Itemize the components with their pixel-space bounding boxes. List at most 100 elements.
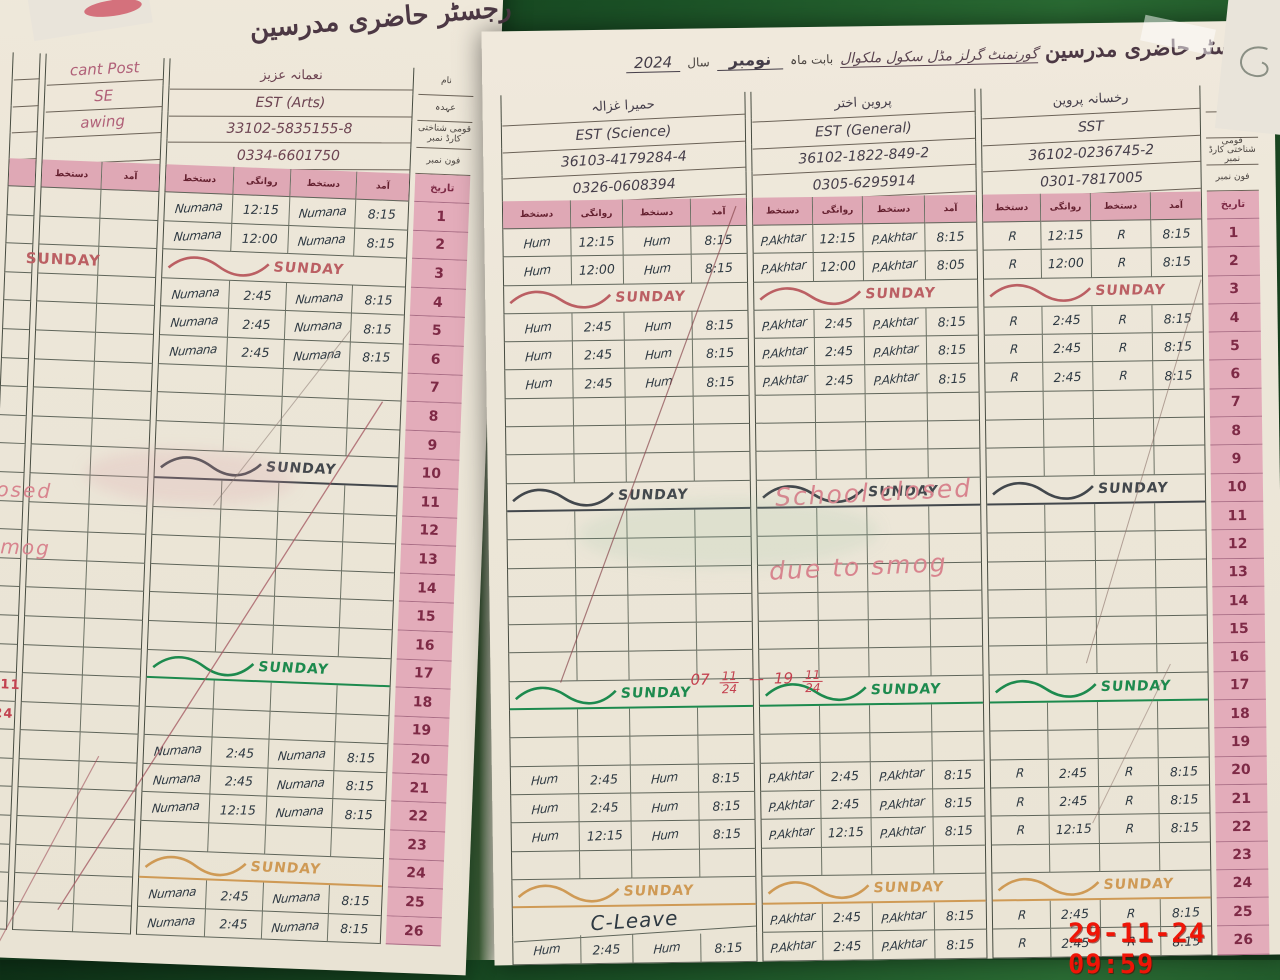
block xyxy=(33,330,154,364)
block xyxy=(0,729,15,759)
empty-cell xyxy=(577,708,631,738)
block xyxy=(14,844,135,878)
empty-cell xyxy=(1153,389,1204,419)
signature: Hum xyxy=(651,826,679,844)
cell: 2:45 xyxy=(210,766,269,798)
date-cell: 14 xyxy=(398,573,455,604)
date-cell: 1 xyxy=(1207,218,1260,248)
date-cell: 15 xyxy=(397,601,454,633)
empty-cell xyxy=(1155,530,1206,560)
wavy-line xyxy=(144,855,247,877)
block: P.Akhtar 2:45 P.Akhtar 8:15 xyxy=(753,335,980,368)
empty-cell xyxy=(208,823,267,855)
empty-cell xyxy=(866,421,929,451)
time-value: 2:45 xyxy=(1053,340,1082,357)
header-cell xyxy=(9,131,37,160)
block xyxy=(760,845,987,877)
cell: R xyxy=(991,815,1050,846)
empty-cell xyxy=(989,646,1048,676)
sunday-marker: SUNDAY xyxy=(984,276,1203,308)
cell: 2:45 xyxy=(573,369,626,399)
block: SUNDAY xyxy=(755,477,982,509)
cell: 12:15 xyxy=(1049,815,1100,845)
field-label: قومی شناختی کارڈ نمبر xyxy=(1206,136,1259,165)
block xyxy=(988,643,1209,676)
date-cell: 1 xyxy=(413,201,470,233)
time-value: 8:15 xyxy=(340,921,369,937)
empty-cell xyxy=(867,562,931,593)
signature: Hum xyxy=(645,373,673,391)
empty-cell xyxy=(0,529,22,559)
block xyxy=(38,216,159,250)
date-cell: 5 xyxy=(1208,331,1262,361)
empty-cell xyxy=(1096,588,1157,618)
signature: P.Akhtar xyxy=(769,908,816,928)
cell: 2:45 xyxy=(814,337,866,367)
block xyxy=(22,616,143,650)
date-cell: 17 xyxy=(395,659,452,690)
empty-cell xyxy=(817,507,868,537)
empty-cell xyxy=(928,420,980,450)
empty-cell xyxy=(94,332,153,364)
cell: 8:15 xyxy=(334,742,388,774)
month-label: بابت ماہ xyxy=(789,52,834,68)
time-value: 8:15 xyxy=(944,766,973,783)
header-cell xyxy=(10,105,38,133)
empty-cell xyxy=(81,675,140,707)
cell: Hum xyxy=(503,228,572,258)
column-header-cell: دستخط xyxy=(752,196,814,226)
cell: 8:15 xyxy=(933,816,985,846)
date-cell: 7 xyxy=(406,373,463,404)
empty-cell xyxy=(157,363,227,395)
empty-cell xyxy=(868,591,931,621)
empty-cell xyxy=(0,557,21,588)
cell: R xyxy=(985,363,1044,393)
empty-cell xyxy=(869,647,932,677)
signature: R xyxy=(1015,765,1024,781)
date-cell: 20 xyxy=(392,744,449,776)
empty-cell xyxy=(1156,615,1208,645)
date-cell: 22 xyxy=(390,801,447,833)
signature: R xyxy=(1017,907,1026,923)
column-header-cell: آمد xyxy=(690,197,747,227)
empty-cell xyxy=(1,329,30,359)
empty-cell xyxy=(695,537,751,567)
empty-cell xyxy=(340,571,394,602)
cell: 8:15 xyxy=(1159,813,1210,843)
block xyxy=(510,848,757,881)
empty-cell xyxy=(20,701,82,733)
empty-cell xyxy=(39,216,101,247)
wavy-line xyxy=(160,455,262,477)
empty-cell xyxy=(281,397,349,429)
cell: P.Akhtar xyxy=(871,789,934,819)
time-value: 8:15 xyxy=(1170,819,1200,836)
signature: Numana xyxy=(275,774,325,793)
empty-cell xyxy=(1158,728,1209,758)
column-header-cell: آمد xyxy=(1150,191,1202,221)
empty-cell xyxy=(628,566,697,596)
block xyxy=(39,187,160,221)
cell: Hum xyxy=(503,256,573,286)
block xyxy=(504,395,751,428)
sunday-marker: SUNDAY xyxy=(162,249,407,288)
empty-cell xyxy=(991,844,1051,874)
signature: Numana xyxy=(294,289,344,307)
time-value: 12:15 xyxy=(586,827,624,845)
empty-cell xyxy=(155,420,225,453)
signature: P.Akhtar xyxy=(760,229,806,249)
time-value: 12:00 xyxy=(241,230,278,246)
block xyxy=(507,593,753,626)
cell: P.Akhtar xyxy=(761,790,822,820)
column-header-date: تاریخ xyxy=(414,173,471,204)
empty-cell xyxy=(83,618,142,650)
block: P.Akhtar 2:45 P.Akhtar 8:15 xyxy=(759,760,986,792)
cell: Hum xyxy=(623,254,693,285)
cell: 8:15 xyxy=(693,367,749,397)
empty-cell xyxy=(32,387,94,419)
signature: R xyxy=(1015,822,1025,838)
empty-cell xyxy=(576,623,630,653)
time-value: 8:15 xyxy=(706,373,736,390)
block: SUNDAY xyxy=(503,282,749,315)
block xyxy=(0,586,21,616)
empty-cell xyxy=(985,419,1045,449)
